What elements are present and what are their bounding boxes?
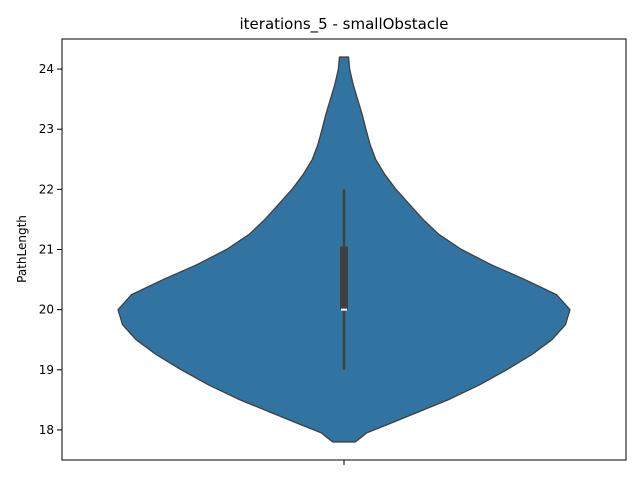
box-layer [340, 189, 348, 370]
y-tick-label: 21 [39, 243, 54, 257]
y-tick-label: 24 [39, 62, 54, 76]
y-tick-label: 23 [39, 122, 54, 136]
y-tick-label: 18 [39, 423, 54, 437]
y-tick-label: 22 [39, 182, 54, 196]
chart-title: iterations_5 - smallObstacle [240, 15, 449, 34]
y-axis-label: PathLength [15, 215, 29, 283]
y-ticks: 18 19 20 21 22 23 24 [39, 62, 62, 437]
iqr-box [340, 246, 348, 310]
y-tick-label: 20 [39, 303, 54, 317]
y-tick-label: 19 [39, 363, 54, 377]
